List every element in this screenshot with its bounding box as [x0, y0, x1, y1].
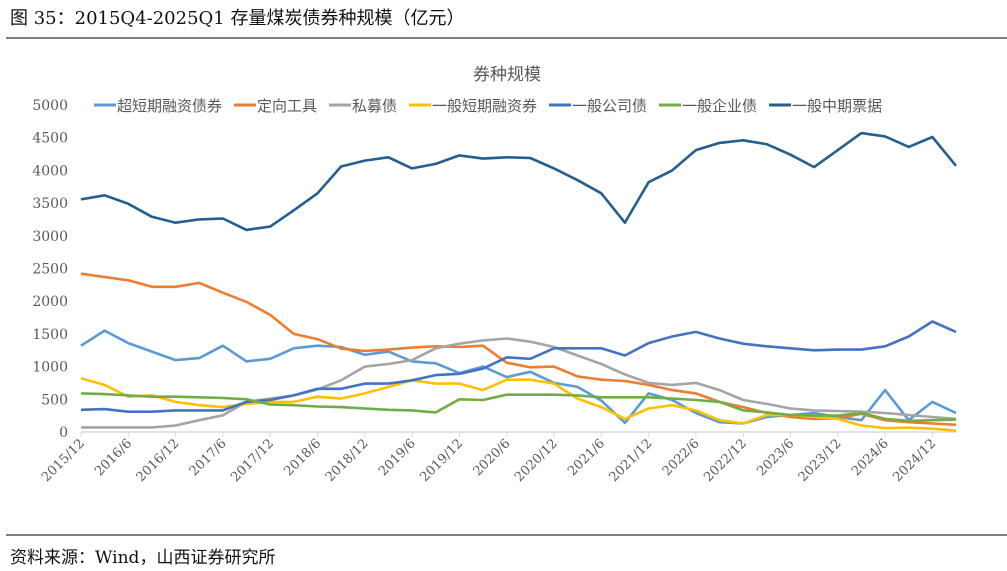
x-tick-label: 2022/6	[660, 436, 703, 479]
x-tick-label: 2016/12	[134, 436, 183, 485]
x-tick-label: 2016/6	[92, 436, 135, 479]
series-line	[80, 320, 957, 414]
x-tick-label: 2019/12	[417, 436, 466, 485]
x-tick-label: 2024/6	[849, 436, 892, 479]
legend-label: 私募债	[352, 97, 397, 115]
x-tick-label: 2019/6	[376, 436, 419, 479]
legend-label: 一般中期票据	[792, 97, 882, 115]
x-tick-label: 2021/6	[565, 436, 608, 479]
x-tick-label: 2020/12	[512, 436, 561, 485]
x-tick-label: 2017/12	[228, 436, 277, 485]
legend-label: 超短期融资债券	[117, 97, 222, 115]
series-line	[80, 272, 957, 427]
x-tick-label: 2021/12	[607, 436, 656, 485]
x-tick-label: 2018/12	[323, 436, 372, 485]
y-tick-label: 3500	[32, 196, 68, 212]
y-tick-label: 4500	[32, 131, 68, 147]
y-tick-label: 5000	[32, 98, 68, 114]
top-divider	[6, 37, 1007, 39]
y-tick-label: 4000	[32, 163, 68, 179]
y-tick-label: 0	[59, 425, 68, 441]
legend-label: 定向工具	[257, 97, 317, 115]
series-line	[80, 392, 957, 423]
series-line	[81, 337, 957, 429]
x-tick-label: 2017/6	[187, 436, 230, 479]
x-tick-label: 2020/6	[471, 436, 514, 479]
x-tick-label: 2015/12	[39, 436, 88, 485]
series-line	[80, 377, 957, 432]
source-note: 资料来源：Wind，山西证券研究所	[10, 548, 276, 568]
series-line	[80, 329, 957, 425]
chart-title: 券种规模	[473, 65, 541, 85]
x-tick-label: 2018/6	[281, 436, 324, 479]
figure-title: 图 35：2015Q4-2025Q1 存量煤炭债券种规模（亿元）	[10, 8, 465, 29]
legend-label: 一般短期融资券	[432, 97, 537, 115]
y-tick-label: 1000	[32, 360, 68, 376]
series-line	[80, 131, 958, 232]
y-tick-label: 3000	[32, 229, 68, 245]
y-tick-label: 2500	[32, 262, 68, 278]
y-tick-label: 1500	[32, 327, 68, 343]
bottom-divider	[6, 534, 1007, 536]
x-tick-label: 2022/12	[701, 436, 750, 485]
x-tick-label: 2023/12	[796, 436, 845, 485]
legend-label: 一般公司债	[572, 97, 647, 115]
x-tick-label: 2024/12	[890, 436, 939, 485]
x-tick-label: 2023/6	[754, 436, 797, 479]
y-tick-label: 500	[41, 392, 68, 408]
legend-label: 一般企业债	[682, 97, 757, 115]
y-tick-label: 2000	[32, 294, 68, 310]
